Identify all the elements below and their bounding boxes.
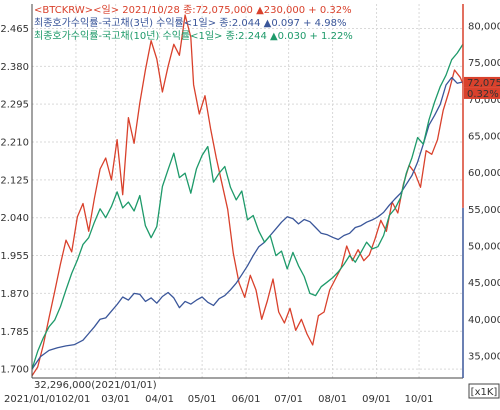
x-tick-label: 07/01 <box>274 394 303 405</box>
y-left-tick-label: 1.955 <box>0 251 29 262</box>
y-right-tick-label: 75,000 <box>468 58 500 69</box>
x-tick-label: 2021/01/01 <box>4 394 62 405</box>
legend-entry: <BTCKRW><일> 2021/10/28 종:72,075,000 ▲230… <box>34 4 352 16</box>
y-left-tick-label: 2.125 <box>0 175 29 186</box>
series-layer <box>31 14 464 377</box>
legend-entry: 최종호가수익률-국고채(10년) 수익률<1일> 종:2.244 ▲0.030 … <box>34 30 353 42</box>
x-tick-label: 04/01 <box>145 394 174 405</box>
y-left-tick-label: 1.785 <box>0 327 29 338</box>
y-left-tick-label: 1.870 <box>0 289 29 300</box>
y-right-tick-label: 55,000 <box>468 205 500 216</box>
y-right-tick-label: 50,000 <box>468 242 500 253</box>
x-tick-label: 03/01 <box>101 394 130 405</box>
y-left-tick-label: 2.295 <box>0 100 29 111</box>
y-left-tick-label: 2.380 <box>0 62 29 73</box>
last-value-tag <box>464 87 500 99</box>
plot-area <box>32 4 463 378</box>
series-line-2 <box>31 43 464 370</box>
series-line-1 <box>31 76 464 370</box>
y-right-tick-label: 35,000 <box>468 352 500 363</box>
series-line-0 <box>31 14 464 377</box>
x-tick-label: 06/01 <box>232 394 261 405</box>
axis-layer <box>31 4 464 379</box>
last-value-tag-text: 0.32% <box>467 89 499 100</box>
x-tick-label: 09/01 <box>362 394 391 405</box>
legend: <BTCKRW><일> 2021/10/28 종:72,075,000 ▲230… <box>34 4 353 42</box>
y-left-tick-label: 2.465 <box>0 24 29 35</box>
y-right-tick-label: 60,000 <box>468 168 500 179</box>
y-right-tick-label: 70,000 <box>468 95 500 106</box>
legend-entry: 최종호가수익률-국고채(3년) 수익률<1일> 종:2.044 ▲0.097 +… <box>34 17 346 29</box>
y-left-tick-label: 2.210 <box>0 138 29 149</box>
y-right-tick-label: 80,000 <box>468 22 500 33</box>
last-value-tag <box>464 76 500 88</box>
y-right-tick-label: 45,000 <box>468 278 500 289</box>
x-tick-label: 05/01 <box>188 394 217 405</box>
x-tick-label: 10/01 <box>405 394 434 405</box>
unit-box <box>468 383 500 399</box>
last-value-tag-text: 72,075 <box>467 78 500 89</box>
x-tick-label: 08/01 <box>318 394 347 405</box>
right-axis-unit: [x1K] <box>471 387 498 398</box>
y-right-tick-label: 40,000 <box>468 315 500 326</box>
tick-labels: 2.465 2.380 2.295 2.210 2.125 2.040 1.955 1.870… <box>0 22 500 406</box>
x-tick-label: 02/01 <box>62 394 91 405</box>
min-value-annotation: 32,296,000(2021/01/01) <box>34 380 157 391</box>
y-right-tick-label: 65,000 <box>468 132 500 143</box>
y-left-tick-label: 1.700 <box>0 365 29 376</box>
y-left-tick-label: 2.040 <box>0 213 29 224</box>
